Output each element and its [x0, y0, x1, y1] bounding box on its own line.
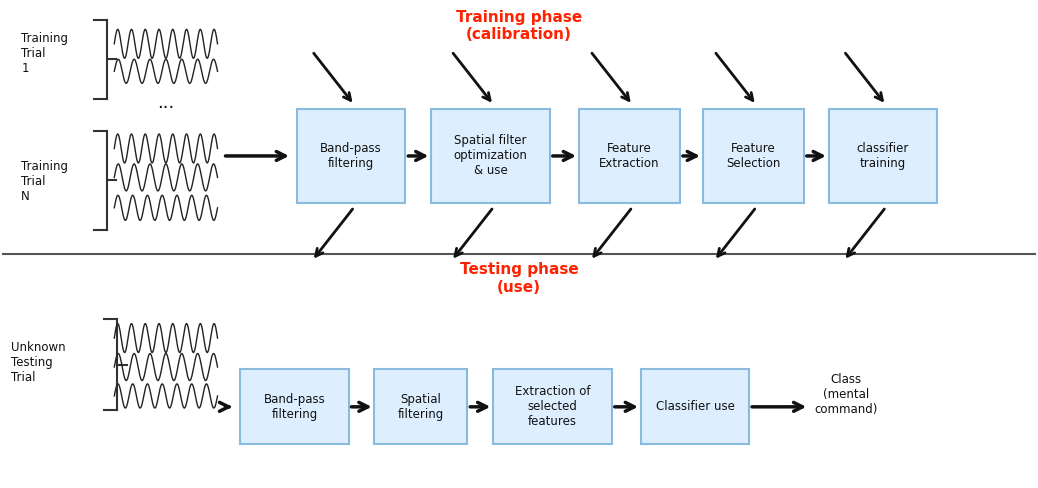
Text: Feature
Extraction: Feature Extraction — [599, 142, 660, 170]
Text: Training
Trial
1: Training Trial 1 — [22, 32, 69, 75]
Text: Unknown
Testing
Trial: Unknown Testing Trial — [11, 341, 65, 384]
Text: Feature
Selection: Feature Selection — [727, 142, 781, 170]
Text: classifier
training: classifier training — [856, 142, 909, 170]
FancyBboxPatch shape — [493, 369, 612, 444]
Text: Band-pass
filtering: Band-pass filtering — [321, 142, 382, 170]
Text: Band-pass
filtering: Band-pass filtering — [264, 393, 325, 421]
Text: Class
(mental
command): Class (mental command) — [814, 373, 878, 416]
FancyBboxPatch shape — [640, 369, 749, 444]
FancyBboxPatch shape — [297, 109, 406, 203]
Text: Classifier use: Classifier use — [656, 400, 735, 413]
FancyBboxPatch shape — [579, 109, 680, 203]
Text: Spatial filter
optimization
& use: Spatial filter optimization & use — [454, 135, 527, 178]
FancyBboxPatch shape — [431, 109, 550, 203]
Text: Training phase
(calibration): Training phase (calibration) — [456, 10, 582, 42]
Text: Spatial
filtering: Spatial filtering — [398, 393, 444, 421]
Text: Training
Trial
N: Training Trial N — [22, 160, 69, 203]
Text: Testing phase
(use): Testing phase (use) — [460, 263, 578, 295]
Text: ...: ... — [158, 94, 174, 112]
Text: Extraction of
selected
features: Extraction of selected features — [515, 386, 591, 428]
FancyBboxPatch shape — [375, 369, 467, 444]
FancyBboxPatch shape — [703, 109, 804, 203]
FancyBboxPatch shape — [240, 369, 349, 444]
FancyBboxPatch shape — [828, 109, 937, 203]
